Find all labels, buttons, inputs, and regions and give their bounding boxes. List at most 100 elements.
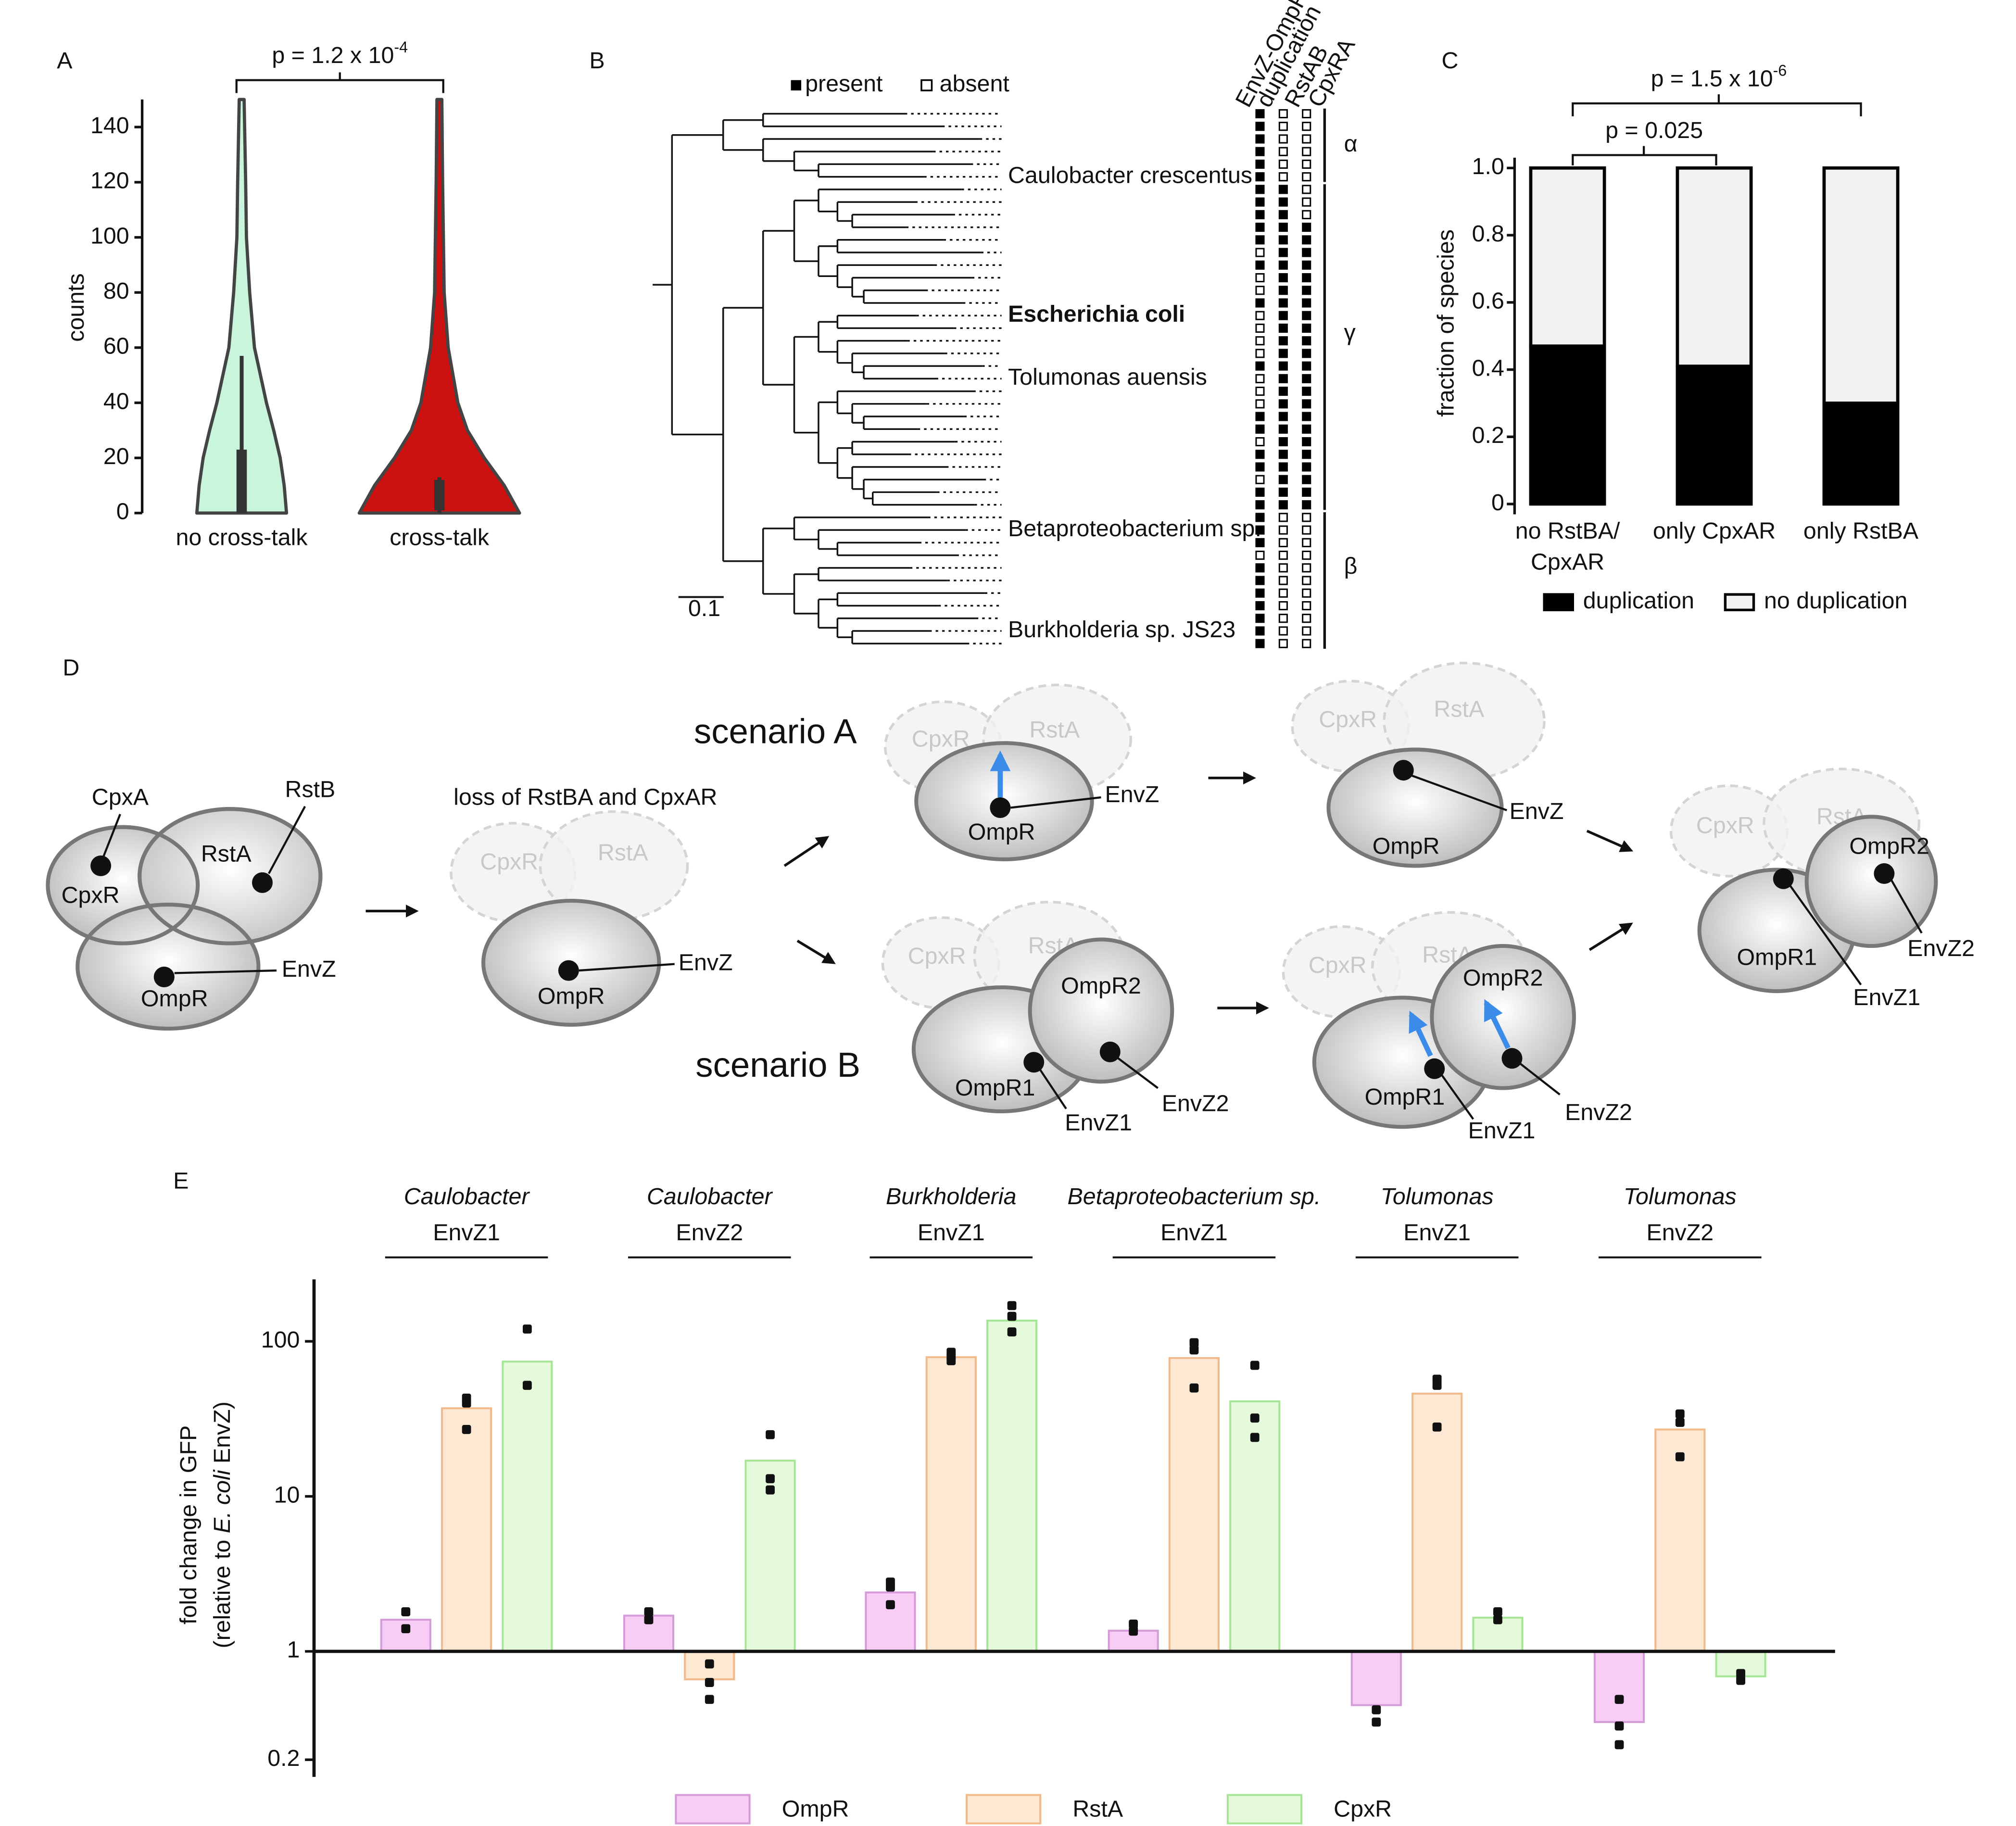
label: EnvZ1	[1065, 1110, 1132, 1136]
bar	[441, 1407, 492, 1652]
label: CpxA	[92, 784, 149, 810]
bar	[1411, 1392, 1463, 1652]
presence-square	[1255, 525, 1265, 535]
bar	[986, 1320, 1038, 1652]
blue-arrow	[1409, 1010, 1433, 1057]
group-label: Caulobacter	[404, 1184, 530, 1209]
legend-label: absent	[940, 71, 1010, 97]
data-point	[766, 1430, 775, 1439]
presence-square	[1255, 260, 1265, 270]
leaf-label: Burkholderia sp. JS23	[1008, 617, 1235, 642]
presence-square	[1255, 286, 1265, 295]
legend-swatch	[675, 1794, 751, 1825]
p-value-exponent: -4	[394, 38, 408, 56]
data-point	[766, 1474, 775, 1484]
presence-square	[1255, 361, 1265, 371]
data-point	[1432, 1422, 1442, 1432]
cell	[76, 903, 261, 1031]
presence-square	[1302, 538, 1311, 547]
dot	[1773, 868, 1794, 889]
connector	[268, 806, 306, 874]
presence-square	[1255, 374, 1265, 383]
presence-square	[1302, 361, 1311, 371]
presence-square	[1255, 235, 1265, 245]
data-point	[1614, 1721, 1624, 1731]
data-point	[401, 1607, 411, 1616]
label: EnvZ2	[1907, 935, 1975, 961]
data-point	[1493, 1615, 1502, 1625]
label: CpxR	[908, 943, 966, 969]
presence-square	[1278, 639, 1288, 648]
connector	[1411, 774, 1507, 811]
data-point	[705, 1659, 714, 1669]
group-label: Tolumonas	[1381, 1184, 1494, 1209]
label: OmpR2	[1849, 833, 1929, 859]
presence-square	[1255, 323, 1265, 333]
connector	[102, 814, 121, 857]
bar	[1593, 1650, 1645, 1723]
group-label: EnvZ2	[1646, 1220, 1714, 1246]
label: EnvZ	[1510, 798, 1564, 824]
presence-square	[1302, 349, 1311, 358]
x-tick-label: no cross-talk	[176, 524, 308, 550]
connector	[1010, 796, 1101, 809]
scenario-label: scenario A	[694, 712, 857, 751]
presence-square	[1278, 576, 1288, 585]
data-point	[1372, 1717, 1381, 1727]
label: CpxR	[1309, 952, 1367, 978]
presence-square	[1255, 197, 1265, 207]
legend-label: no duplication	[1764, 588, 1907, 614]
legend-swatch	[965, 1794, 1042, 1825]
leaf-label: Escherichia coli	[1008, 301, 1185, 327]
label: EnvZ1	[1468, 1118, 1536, 1144]
dot	[1501, 1048, 1523, 1069]
cell	[1028, 937, 1174, 1084]
presence-square	[1302, 576, 1311, 585]
connector	[174, 969, 277, 974]
data-point	[1189, 1345, 1199, 1355]
cell-outline	[46, 825, 200, 945]
presence-square	[1278, 235, 1288, 245]
presence-square	[1302, 298, 1311, 308]
presence-square	[1278, 159, 1288, 169]
presence-square	[1255, 601, 1265, 611]
legend-swatch	[1543, 593, 1574, 612]
clade-label: β	[1344, 553, 1358, 579]
arrow	[1588, 922, 1633, 951]
legend-label: OmpR	[782, 1796, 849, 1822]
presence-square	[1278, 172, 1288, 182]
label: RstA	[1029, 717, 1080, 743]
dot	[1393, 760, 1414, 781]
label: EnvZ	[1105, 781, 1159, 807]
presence-square	[1255, 172, 1265, 182]
presence-square	[1302, 487, 1311, 497]
p-value: p = 1.5 x 10-6	[1651, 62, 1787, 91]
data-point	[522, 1381, 532, 1390]
y-tick-label: 0	[116, 499, 129, 525]
presence-square	[1255, 500, 1265, 510]
presence-square	[1302, 450, 1311, 459]
presence-square	[1255, 210, 1265, 219]
p-value: p = 1.2 x 10-4	[272, 38, 408, 68]
scenario-diagram: CpxA RstB RstA CpxR OmpR EnvZ loss of Rs…	[46, 661, 1975, 1144]
group-label: Caulobacter	[647, 1184, 773, 1209]
presence-square	[1278, 387, 1288, 396]
violin	[357, 98, 521, 515]
data-point	[1614, 1740, 1624, 1750]
label: EnvZ2	[1565, 1099, 1632, 1125]
arrow	[783, 836, 830, 867]
bar-segment	[1676, 365, 1753, 506]
presence-square	[1255, 311, 1265, 320]
data-point	[1675, 1409, 1685, 1419]
dot	[1424, 1058, 1445, 1079]
group-label: Burkholderia	[886, 1184, 1017, 1209]
presence-square	[1278, 336, 1288, 346]
presence-square	[1278, 109, 1288, 119]
y-tick-label: 0	[1491, 490, 1504, 516]
y-tick-label: 0.4	[1472, 355, 1504, 381]
presence-square	[1255, 513, 1265, 522]
group-label: EnvZ1	[1160, 1220, 1228, 1246]
presence-square	[1255, 487, 1265, 497]
label: OmpR	[1373, 833, 1440, 859]
